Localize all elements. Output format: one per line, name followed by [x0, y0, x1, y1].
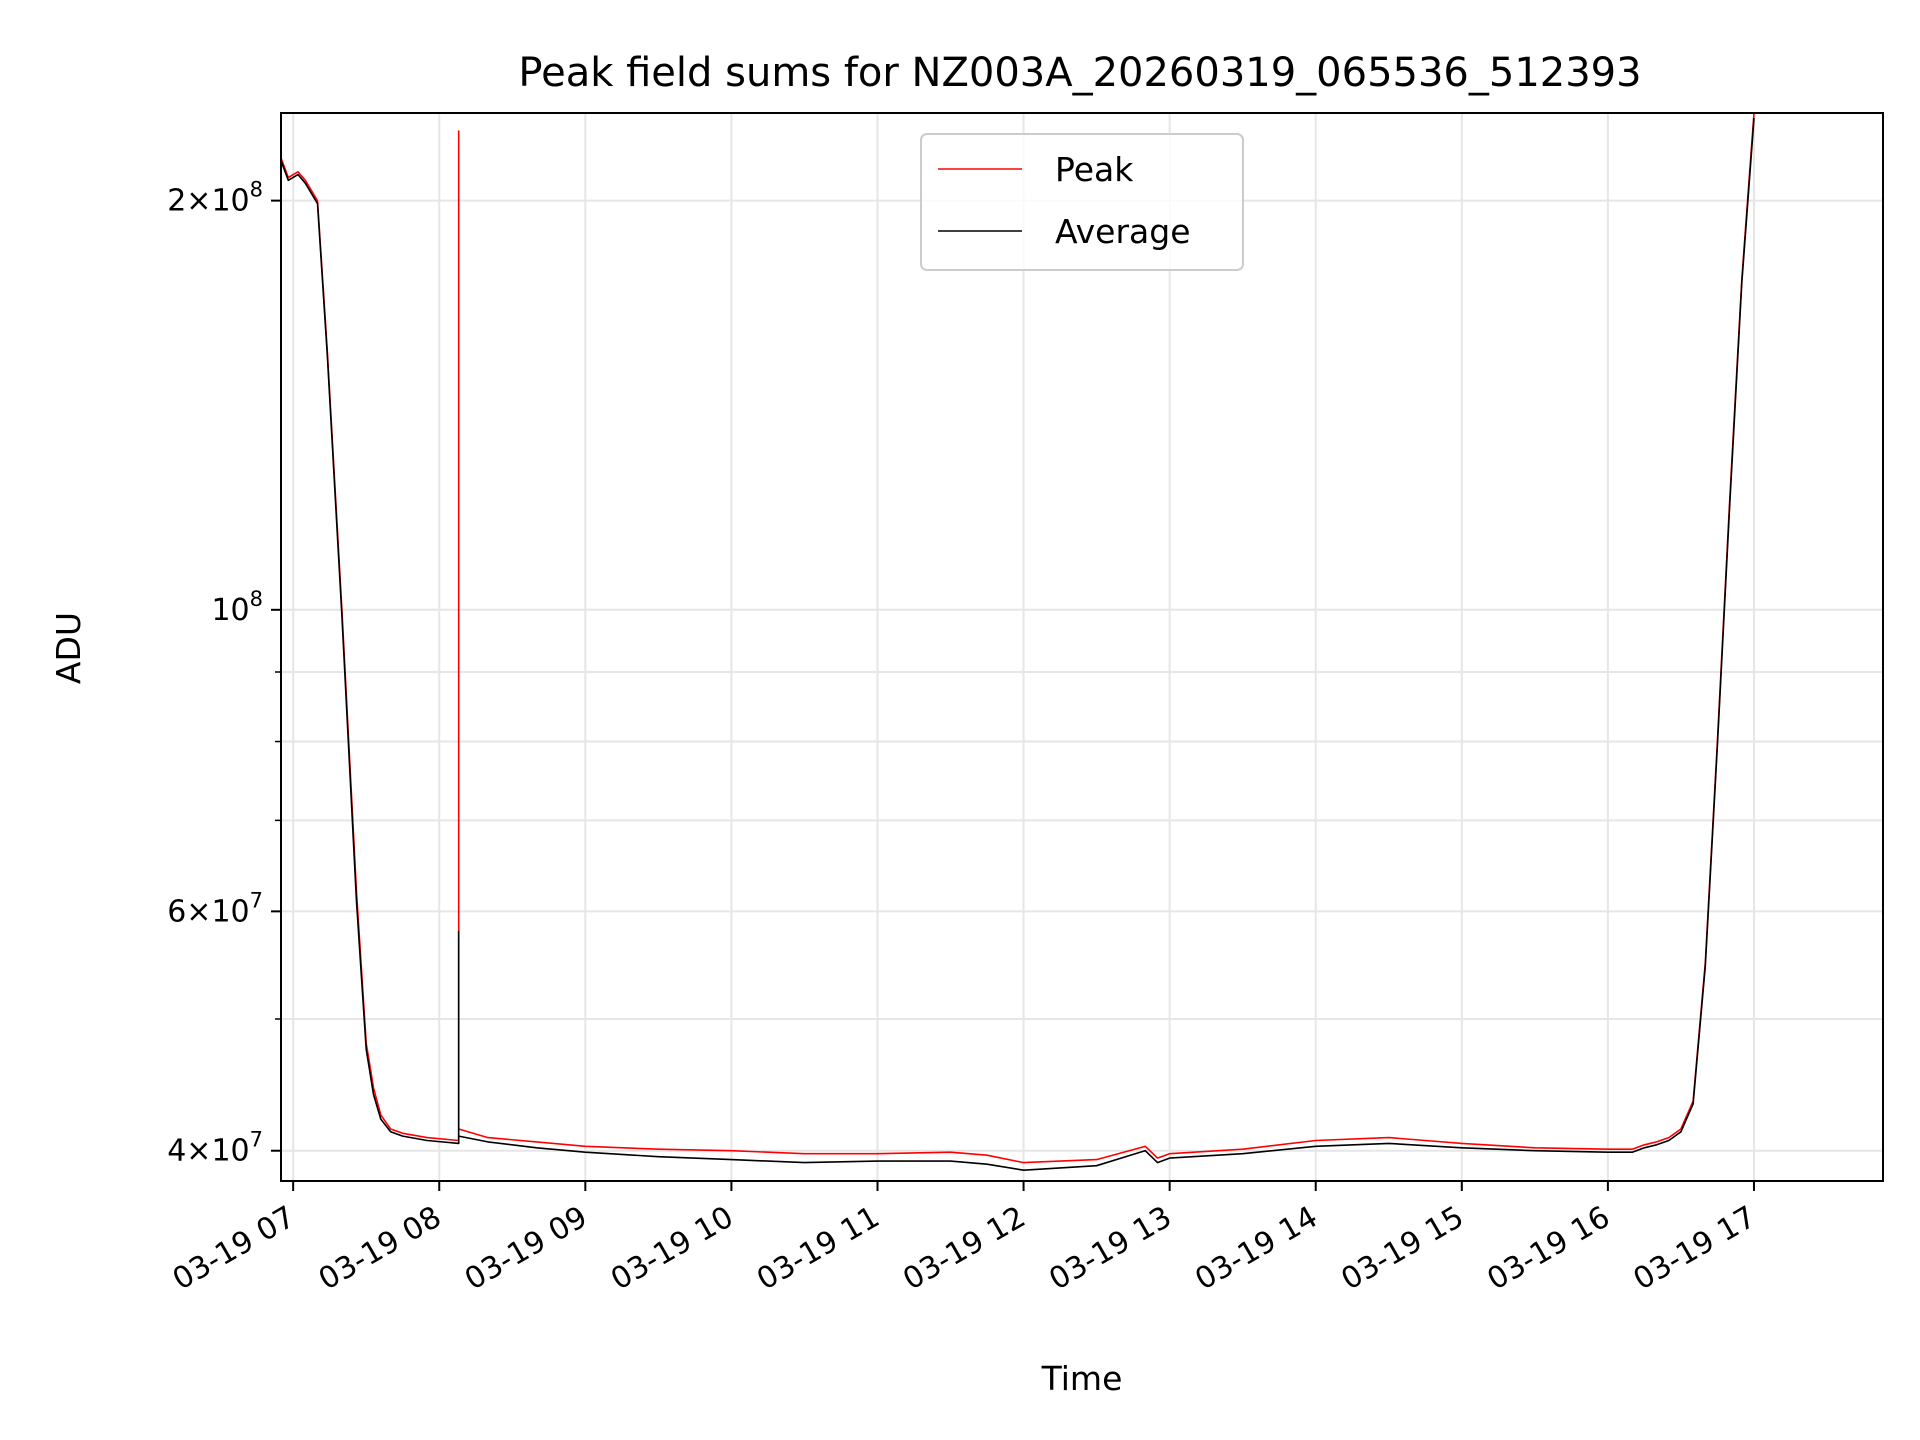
legend-box: [920, 133, 1244, 271]
legend-label-average: Average: [1055, 212, 1191, 251]
series-line-average: [280, 118, 1755, 1171]
y-axis-label: ADU: [49, 612, 88, 684]
y-tick-label: 6×107: [167, 888, 263, 929]
series-layer: [280, 112, 1755, 1171]
legend-label-peak: Peak: [1055, 150, 1134, 189]
y-tick-label: 2×108: [167, 178, 263, 219]
y-tick-label: 108: [211, 587, 263, 628]
y-tick-label: 4×107: [167, 1128, 263, 1169]
legend: Peak Average: [920, 133, 1244, 271]
grid-layer: [281, 113, 1883, 1181]
y-axis: 4×107 6×107 108 2×108: [167, 178, 281, 1169]
x-axis-label: Time: [1041, 1359, 1123, 1398]
chart-title: Peak field sums for NZ003A_20260319_0655…: [518, 50, 1641, 96]
plot-frame: [280, 112, 1884, 1182]
